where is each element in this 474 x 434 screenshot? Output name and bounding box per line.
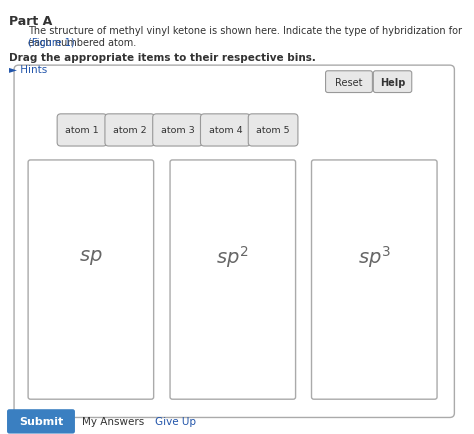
FancyBboxPatch shape — [105, 115, 155, 147]
Text: Help: Help — [380, 78, 405, 87]
FancyBboxPatch shape — [14, 66, 455, 418]
Text: atom 4: atom 4 — [209, 126, 242, 135]
Text: atom 5: atom 5 — [256, 126, 290, 135]
Text: atom 3: atom 3 — [161, 126, 194, 135]
Text: (Figure 1): (Figure 1) — [28, 38, 75, 48]
Text: Drag the appropriate items to their respective bins.: Drag the appropriate items to their resp… — [9, 53, 316, 63]
FancyBboxPatch shape — [201, 115, 250, 147]
Text: $\mathit{sp}$: $\mathit{sp}$ — [79, 247, 103, 266]
Text: $\mathit{sp}^2$: $\mathit{sp}^2$ — [217, 243, 249, 270]
FancyBboxPatch shape — [374, 72, 412, 93]
FancyBboxPatch shape — [153, 115, 202, 147]
Text: Reset: Reset — [335, 78, 363, 87]
FancyBboxPatch shape — [7, 409, 75, 434]
Text: $\mathit{sp}^3$: $\mathit{sp}^3$ — [358, 243, 391, 270]
Text: Submit: Submit — [19, 417, 63, 426]
Text: atom 2: atom 2 — [113, 126, 146, 135]
FancyBboxPatch shape — [170, 161, 296, 399]
Text: The structure of methyl vinyl ketone is shown here. Indicate the type of hybridi: The structure of methyl vinyl ketone is … — [28, 26, 462, 48]
FancyBboxPatch shape — [28, 161, 154, 399]
Text: Give Up: Give Up — [155, 417, 196, 426]
Text: ► Hints: ► Hints — [9, 65, 47, 75]
FancyBboxPatch shape — [57, 115, 107, 147]
Text: atom 1: atom 1 — [65, 126, 99, 135]
FancyBboxPatch shape — [326, 72, 373, 93]
Text: Part A: Part A — [9, 15, 53, 28]
FancyBboxPatch shape — [248, 115, 298, 147]
Text: My Answers: My Answers — [82, 417, 144, 426]
FancyBboxPatch shape — [311, 161, 437, 399]
